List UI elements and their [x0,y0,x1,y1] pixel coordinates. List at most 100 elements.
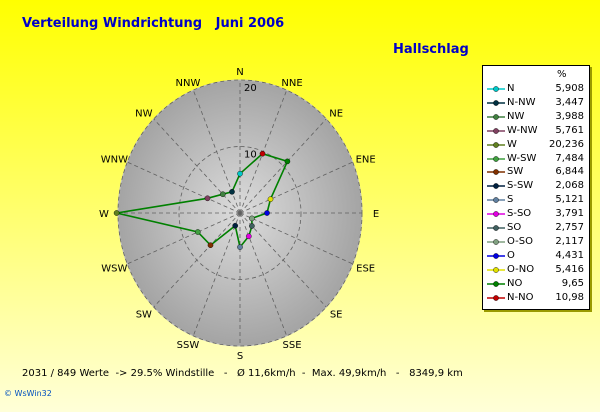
chart-title: Verteilung Windrichtung Juni 2006 [22,16,285,31]
data-point-nnw [229,188,235,195]
legend-row: W 20,236 [483,139,589,153]
legend-swatch [487,294,505,301]
legend-value: 3,447 [555,96,584,108]
legend-swatch [487,86,505,92]
legend-value: 6,844 [555,166,584,178]
legend-value: 2,757 [555,222,584,233]
legend-row: N-NW 3,447 [483,97,589,111]
legend-row: S-SW 2,068 [483,180,589,194]
legend-row: O 4,431 [483,250,589,264]
legend-swatch [487,197,505,203]
legend-value: 3,988 [555,110,584,122]
direction-label-ssw: SSW [177,340,200,351]
direction-label-se: SE [330,309,343,320]
data-point-sw [207,242,214,248]
data-point-ese [249,215,255,222]
direction-label-e: E [373,209,379,220]
direction-label-wnw: WNW [101,155,128,166]
statistics-line: 2031 / 849 Werte -> 29.5% Windstille - Ø… [22,368,463,379]
legend-swatch [487,183,505,190]
rose-data [113,150,291,250]
legend-row: NO 9,65 [483,278,589,292]
legend-label: N-NO [507,291,534,303]
legend-row: S-SO 3,791 [483,208,589,222]
data-point-sse [245,233,252,240]
legend-label: S [507,194,514,206]
legend-label: W-SW [507,152,537,164]
data-point-e [264,210,270,216]
station-name: Hallschlag [393,42,469,57]
legend-swatch [487,100,505,106]
legend-swatch [487,252,505,259]
data-point-s [237,244,243,250]
legend-label: W-NW [507,124,538,136]
legend-value: 7,484 [555,152,584,164]
legend-label: S-SW [507,180,534,192]
rose-direction-labels: N NNE NE ENE E ESE SE SSE S SSW SW WSW W WNW NW NNW [99,67,379,362]
legend-row: O-SO 2,117 [483,236,589,250]
legend-value: 2,117 [555,235,584,247]
legend-swatch [487,239,505,245]
data-point-nne [259,150,266,157]
legend-swatch [487,155,505,162]
direction-label-s: S [237,351,243,362]
data-point-ene [267,196,274,202]
radial-tick-label: 20 [244,83,257,94]
data-point-n [237,170,243,177]
data-point-w [113,210,120,216]
legend-swatch [487,266,505,273]
data-point-nw [219,191,226,197]
legend-value: 5,121 [555,194,584,206]
direction-label-ne: NE [329,109,343,120]
legend-label: O-SO [507,235,533,247]
legend-row: N-NO 10,98 [483,292,589,306]
legend-row: W-NW 5,761 [483,125,589,139]
data-point-wsw [194,229,201,235]
legend-label: O [507,249,515,261]
legend-row: W-SW 7,484 [483,153,589,167]
legend-unit-header: % [557,69,567,80]
legend-row: O-NO 5,416 [483,264,589,278]
legend-swatch [487,113,505,120]
legend-value: 3,791 [555,208,584,220]
data-point-se [249,223,255,229]
data-point-ne [284,158,291,165]
legend-value: 5,908 [555,83,584,94]
legend-swatch [487,141,505,148]
legend-value: 5,761 [555,124,584,136]
direction-label-sw: SW [136,309,152,320]
grid-spoke [153,118,241,214]
direction-label-wsw: WSW [101,263,127,274]
direction-label-n: N [236,67,243,78]
legend-swatch [487,211,505,217]
grid-spoke [192,212,241,337]
data-point-ssw [232,222,238,229]
legend-label: NO [507,277,523,289]
grid-spoke [239,118,327,214]
direction-label-nw: NW [135,109,152,120]
legend: % N 5,908 N-NW 3,447 NW 3,988 W-NW 5,761 W 20,236… [482,65,590,310]
direction-label-ene: ENE [356,155,376,166]
radial-tick-label: 10 [244,150,257,161]
legend-label: O-NO [507,263,535,275]
grid-spoke [153,212,241,308]
legend-row: SW 6,844 [483,166,589,180]
legend-value: 5,416 [555,263,584,275]
direction-label-w: W [99,209,109,220]
legend-label: N [507,83,515,94]
direction-label-sse: SSE [283,340,302,351]
direction-label-nnw: NNW [176,78,201,89]
legend-row: N 5,908 [483,83,589,97]
legend-swatch [487,169,505,176]
legend-value: 10,98 [555,291,584,303]
legend-swatch [487,280,505,287]
legend-swatch [487,127,505,134]
data-point-wnw [204,195,211,202]
grid-spoke [239,212,327,308]
legend-row: S 5,121 [483,194,589,208]
legend-label: S-SO [507,208,532,220]
legend-value: 4,431 [555,249,584,261]
legend-label: NW [507,110,525,122]
